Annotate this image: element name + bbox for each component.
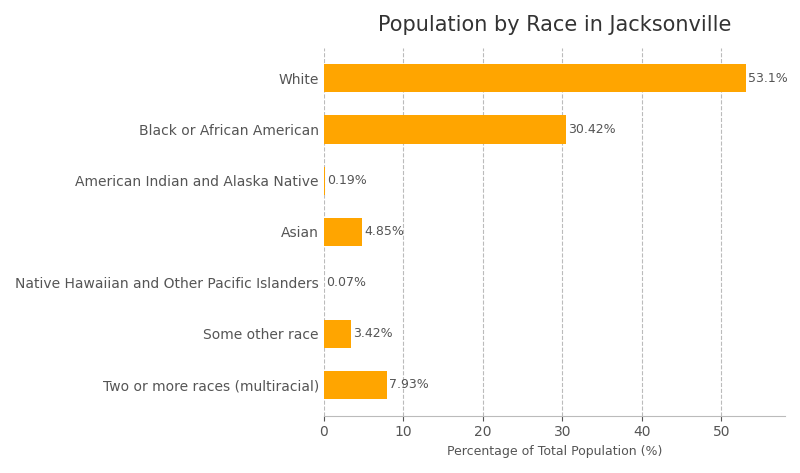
X-axis label: Percentage of Total Population (%): Percentage of Total Population (%) [446, 445, 662, 458]
Text: 53.1%: 53.1% [749, 72, 788, 85]
Text: 3.42%: 3.42% [354, 327, 393, 341]
Bar [324, 320, 351, 348]
Text: 7.93%: 7.93% [389, 378, 429, 392]
Text: 4.85%: 4.85% [365, 225, 405, 238]
Text: 30.42%: 30.42% [568, 123, 616, 136]
Bar [324, 166, 325, 195]
Bar [324, 371, 386, 399]
Text: 0.19%: 0.19% [327, 174, 367, 187]
Bar [324, 64, 746, 93]
Bar [324, 115, 566, 144]
Title: Population by Race in Jacksonville: Population by Race in Jacksonville [378, 15, 731, 35]
Text: 0.07%: 0.07% [326, 276, 366, 289]
Bar [324, 218, 362, 246]
